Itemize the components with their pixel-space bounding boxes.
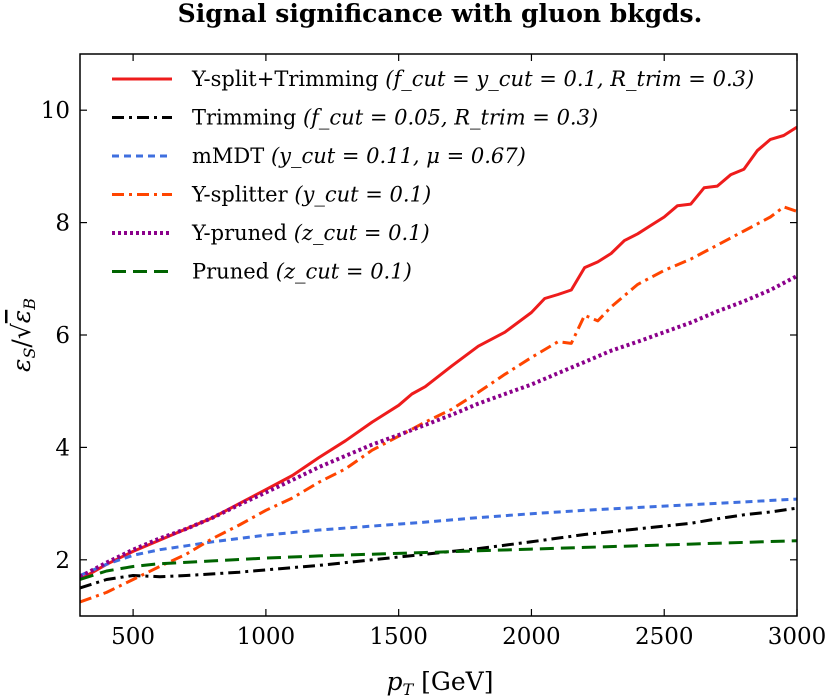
svg-text:pT [GeV]: pT [GeV] [387,667,494,696]
legend-label-1: Y-split+Trimming (f_cut = y_cut = 0.1, R… [191,67,754,91]
y-tick-label: 4 [55,435,70,461]
series-line-4 [80,205,797,604]
svg-text:εS/√εB: εS/√εB [7,298,39,372]
x-tick-label: 2000 [502,624,561,650]
legend: Y-split+Trimming (f_cut = y_cut = 0.1, R… [112,67,754,284]
y-tick-label: 6 [55,323,70,349]
x-tick-label: 1000 [237,624,296,650]
x-tick-label: 500 [111,624,155,650]
x-tick-label: 1500 [369,624,428,650]
plot-frame [79,53,798,617]
legend-label-3: mMDT (y_cut = 0.11, μ = 0.67) [192,144,526,168]
x-tick-label: 2500 [635,624,694,650]
series-line-6 [80,539,797,581]
y-tick-label: 2 [55,548,70,574]
series-line-1 [80,125,797,581]
legend-label-4: Y-splitter (y_cut = 0.1) [191,183,431,207]
legend-label-2: Trimming (f_cut = 0.05, R_trim = 0.3) [192,106,598,130]
y-tick-label: 8 [55,211,70,237]
x-tick-label: 3000 [768,624,827,650]
legend-label-5: Y-pruned (z_cut = 0.1) [191,221,430,245]
series-line-2 [80,506,797,590]
axis-ticks: 500 1000 1500 2000 2500 3000 2 4 6 8 10 [41,54,827,650]
y-axis-label: εS/√εB [7,298,39,372]
x-axis-label: pT [GeV] [387,667,494,696]
y-tick-label: 10 [41,98,70,124]
plot-area [80,125,797,604]
chart-title: Signal significance with gluon bkgds. [178,0,703,28]
legend-label-6: Pruned (z_cut = 0.1) [192,260,412,284]
series-line-5 [80,274,797,579]
series-line-3 [80,497,797,577]
